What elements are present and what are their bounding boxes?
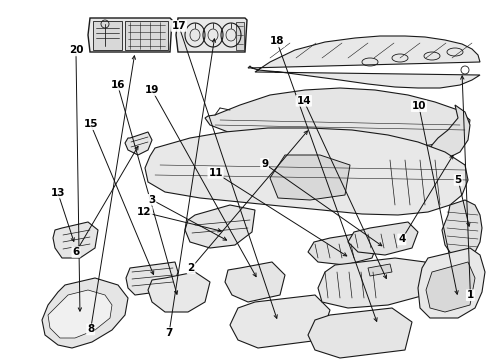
Polygon shape [205, 88, 470, 148]
Polygon shape [418, 248, 485, 318]
Polygon shape [308, 308, 412, 358]
Text: 17: 17 [172, 21, 186, 31]
Polygon shape [318, 258, 432, 308]
Polygon shape [48, 290, 112, 338]
Polygon shape [185, 205, 255, 248]
Polygon shape [145, 128, 468, 215]
Text: 7: 7 [165, 328, 173, 338]
Text: 12: 12 [137, 207, 152, 217]
Polygon shape [126, 262, 178, 295]
Polygon shape [348, 222, 418, 255]
Text: 4: 4 [398, 234, 406, 244]
Text: 8: 8 [87, 324, 94, 334]
Text: 15: 15 [83, 119, 98, 129]
Text: 11: 11 [208, 168, 223, 178]
Text: 13: 13 [50, 188, 65, 198]
Text: 6: 6 [73, 247, 79, 257]
Polygon shape [148, 272, 210, 312]
Polygon shape [42, 278, 128, 348]
Text: 19: 19 [145, 85, 159, 95]
Polygon shape [270, 155, 350, 200]
Text: 16: 16 [110, 80, 125, 90]
Polygon shape [442, 200, 482, 258]
Text: 5: 5 [455, 175, 462, 185]
Polygon shape [368, 264, 392, 276]
Text: 14: 14 [296, 96, 311, 106]
Text: 10: 10 [412, 101, 426, 111]
Polygon shape [125, 21, 168, 50]
Text: 18: 18 [270, 36, 284, 46]
Polygon shape [176, 18, 247, 52]
Polygon shape [88, 18, 172, 52]
Polygon shape [230, 295, 330, 348]
Text: 3: 3 [148, 195, 155, 205]
Polygon shape [53, 222, 98, 258]
Polygon shape [225, 262, 285, 302]
Polygon shape [248, 36, 480, 88]
Text: 9: 9 [261, 159, 268, 169]
Polygon shape [93, 21, 122, 50]
Text: 1: 1 [467, 290, 474, 300]
Text: 20: 20 [69, 45, 83, 55]
Polygon shape [426, 262, 475, 312]
Text: 2: 2 [188, 263, 195, 273]
Polygon shape [428, 105, 470, 160]
Polygon shape [125, 132, 152, 155]
Polygon shape [308, 232, 378, 265]
Polygon shape [236, 22, 244, 50]
